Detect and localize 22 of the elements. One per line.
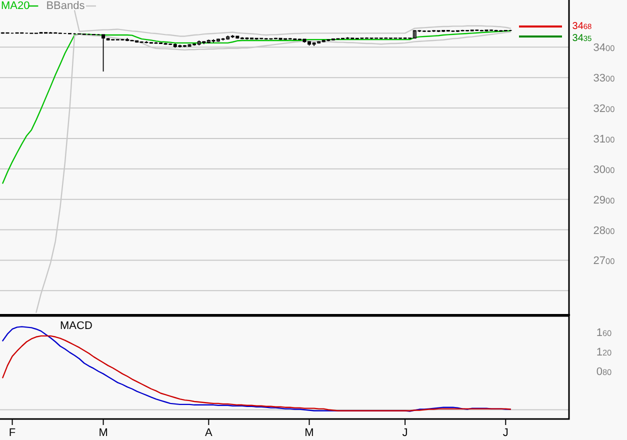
y-tick-label: 3200 [593, 103, 616, 116]
x-tick-label: F [8, 427, 16, 439]
y-tick-label: 3100 [593, 133, 616, 146]
chart-title: MACD [60, 320, 92, 332]
y-tick-label: 160 [596, 327, 612, 340]
legend-label: MA20 [1, 0, 30, 12]
y-tick-label: 120 [596, 346, 612, 358]
x-tick-label: J [402, 427, 408, 439]
x-tick-label: M [304, 427, 314, 439]
y-tick-label: 2800 [593, 224, 616, 237]
y-tick-label: 080 [596, 366, 612, 378]
line-series [74, 10, 512, 37]
x-tick-label: A [205, 427, 213, 439]
legend-label: BBands [46, 0, 86, 12]
y-tick-label: 3400 [593, 42, 616, 54]
x-tick-label: M [98, 427, 108, 439]
line-series [2, 30, 512, 184]
y-tick-label: 2700 [593, 255, 616, 268]
x-tick-label: J [502, 427, 508, 439]
y-tick-label: 3000 [593, 164, 616, 176]
y-tick-label: 3300 [593, 72, 616, 85]
y-tick-label: 2900 [593, 194, 616, 206]
